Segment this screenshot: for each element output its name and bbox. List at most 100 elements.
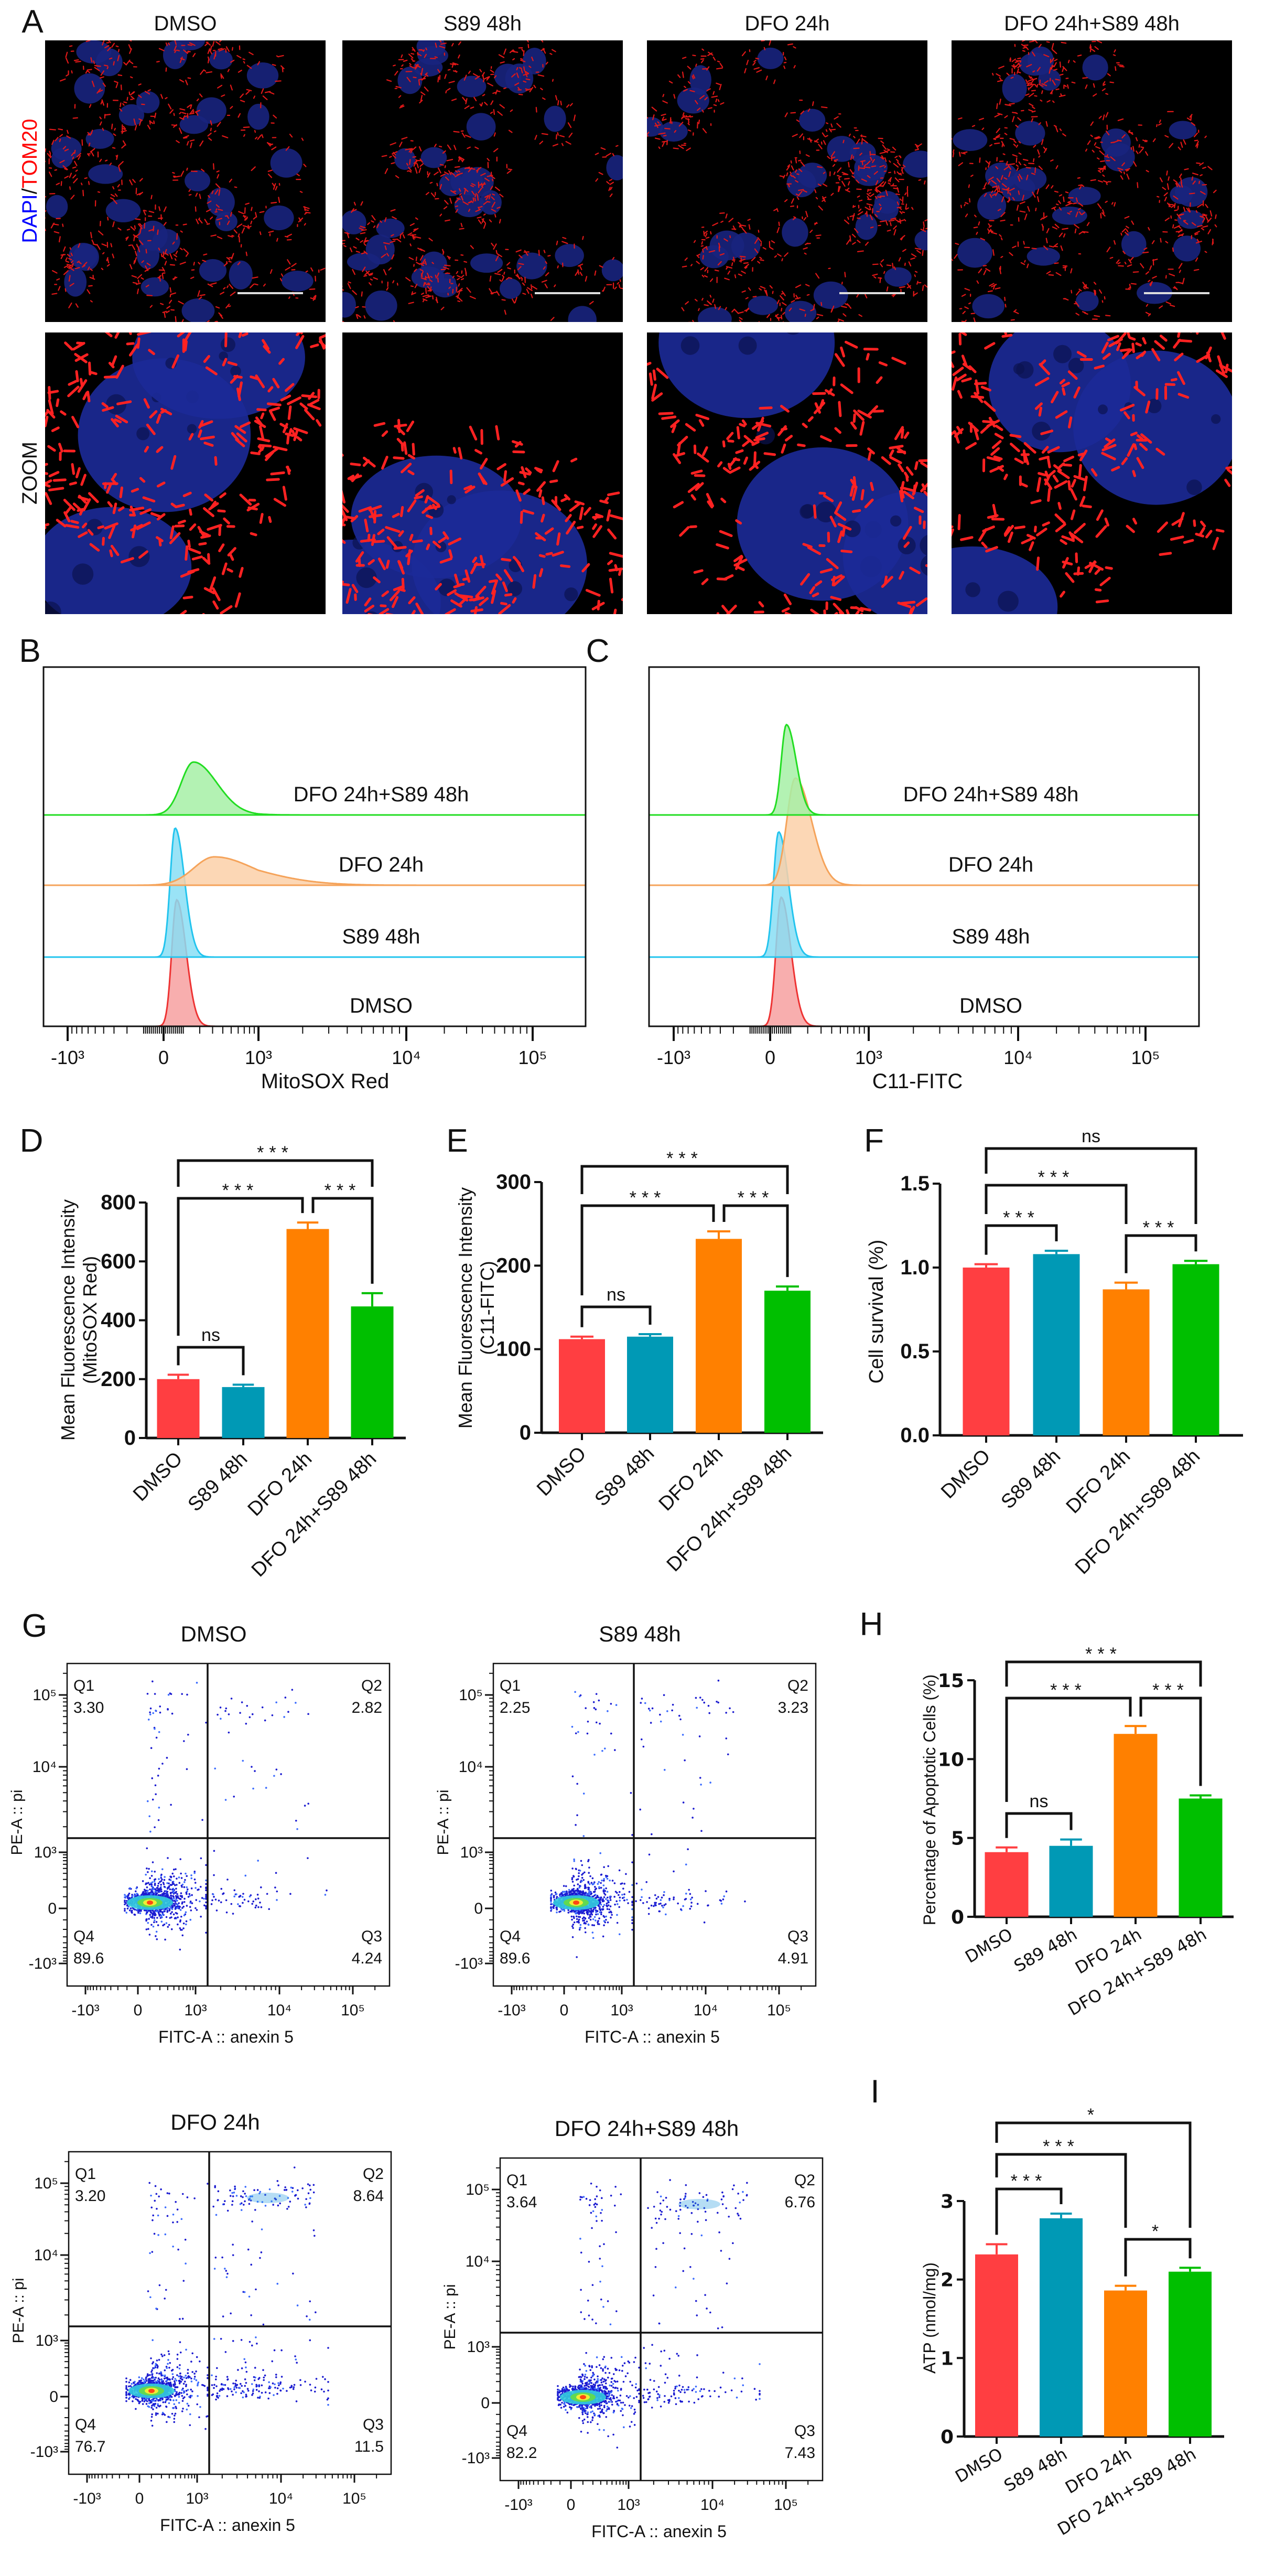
- mitochondria: [860, 607, 871, 611]
- mitochondria: [1111, 202, 1114, 205]
- scatter-point: [163, 1879, 166, 1881]
- mitochondria: [99, 158, 102, 163]
- mitochondria: [408, 53, 414, 59]
- mitochondria: [905, 622, 909, 634]
- mitochondria: [769, 285, 773, 289]
- nucleus: [499, 278, 522, 299]
- scatter-point: [184, 1879, 186, 1881]
- micrograph-overview: [342, 40, 623, 322]
- mitochondria: [896, 162, 901, 166]
- mitochondria: [1174, 209, 1178, 211]
- mitochondria: [1032, 70, 1035, 73]
- mitochondria: [169, 294, 171, 297]
- mitochondria: [198, 542, 207, 546]
- mitochondria: [88, 142, 91, 147]
- mitochondria: [126, 96, 128, 101]
- mitochondria: [938, 641, 939, 649]
- mitochondria: [373, 540, 385, 543]
- mitochondria: [932, 153, 934, 156]
- mitochondria: [540, 88, 543, 91]
- nucleus: [264, 205, 294, 231]
- mitochondria: [904, 192, 907, 196]
- mitochondria: [457, 300, 461, 303]
- mitochondria: [956, 636, 964, 646]
- mitochondria: [876, 647, 881, 658]
- mitochondria: [453, 145, 457, 151]
- mitochondria: [68, 257, 72, 261]
- mitochondria: [278, 183, 280, 186]
- mitochondria: [893, 225, 897, 230]
- mitochondria: [243, 650, 244, 663]
- mitochondria: [490, 677, 492, 682]
- mitochondria: [215, 41, 221, 46]
- mitochondria: [267, 142, 271, 147]
- mitochondria: [876, 189, 881, 194]
- mitochondria: [830, 123, 833, 128]
- mitochondria: [940, 233, 944, 234]
- mitochondria: [106, 264, 110, 267]
- mitochondria: [464, 166, 470, 169]
- mitochondria: [64, 168, 68, 170]
- mitochondria: [444, 659, 449, 666]
- mitochondria: [45, 228, 47, 231]
- mitochondria: [373, 674, 380, 681]
- scatter-point: [167, 1857, 169, 1859]
- mitochondria: [704, 96, 708, 101]
- mitochondria: [629, 128, 633, 131]
- mitochondria: [517, 266, 522, 271]
- mitochondria: [1068, 416, 1073, 428]
- histogram-series: [44, 856, 586, 886]
- mitochondria: [315, 275, 317, 282]
- mitochondria: [420, 277, 427, 281]
- mitochondria: [1057, 502, 1062, 510]
- mitochondria: [812, 392, 826, 395]
- mitochondria: [857, 250, 864, 252]
- y-tick-label: 600: [101, 1250, 136, 1273]
- mitochondria: [1038, 406, 1043, 417]
- category-label: DFO 24h+S89 48h: [663, 1443, 796, 1576]
- mitochondria: [100, 100, 103, 105]
- mitochondria: [931, 651, 939, 658]
- mitochondria: [424, 87, 429, 92]
- mitochondria: [941, 136, 942, 138]
- mitochondria: [928, 146, 932, 150]
- mitochondria: [198, 217, 200, 220]
- mitochondria: [206, 209, 211, 212]
- mitochondria: [499, 104, 505, 109]
- mitochondria: [694, 100, 698, 105]
- mitochondria: [5, 513, 13, 520]
- x-tick-label: 10³: [245, 1047, 272, 1068]
- mitochondria: [266, 629, 268, 642]
- mitochondria: [511, 298, 515, 304]
- mitochondria: [1082, 505, 1092, 508]
- nucleus: [523, 48, 546, 74]
- mitochondria: [1112, 54, 1116, 56]
- mitochondria: [104, 159, 108, 162]
- mitochondria: [1075, 634, 1080, 641]
- category-label: DFO 24h+S89 48h: [1071, 1445, 1205, 1579]
- mitochondria: [813, 304, 815, 310]
- mitochondria: [215, 183, 221, 189]
- mitochondria: [45, 415, 49, 427]
- mitochondria: [925, 564, 927, 567]
- nucleolus: [106, 394, 127, 415]
- mitochondria: [1105, 315, 1111, 317]
- mitochondria: [788, 307, 792, 312]
- mitochondria: [117, 55, 120, 61]
- mitochondria: [483, 223, 487, 229]
- mitochondria: [523, 80, 527, 83]
- mitochondria: [133, 631, 136, 634]
- mitochondria: [78, 261, 82, 264]
- micrograph-overview: [941, 40, 1232, 322]
- mitochondria: [776, 633, 784, 635]
- significance-label: ***: [1003, 1208, 1040, 1228]
- mitochondria: [828, 128, 832, 133]
- mitochondria: [234, 186, 237, 188]
- mitochondria: [466, 287, 471, 293]
- mitochondria: [1089, 46, 1092, 52]
- mitochondria: [933, 520, 936, 525]
- mitochondria: [45, 148, 47, 153]
- mitochondria: [294, 681, 295, 691]
- mitochondria: [103, 65, 109, 67]
- mitochondria: [941, 709, 953, 710]
